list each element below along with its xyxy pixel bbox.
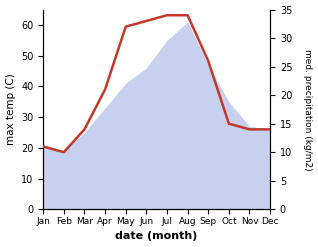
Y-axis label: max temp (C): max temp (C) bbox=[5, 74, 16, 145]
Y-axis label: med. precipitation (kg/m2): med. precipitation (kg/m2) bbox=[303, 49, 313, 170]
X-axis label: date (month): date (month) bbox=[115, 231, 198, 242]
